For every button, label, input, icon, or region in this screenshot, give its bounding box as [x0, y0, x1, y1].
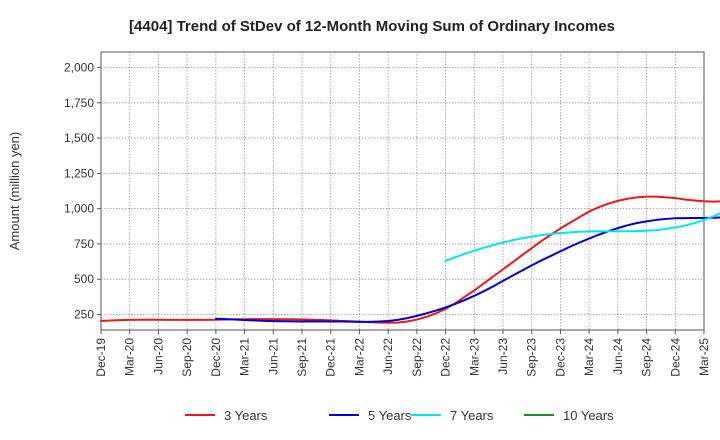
x-tick-label: Sep-23 — [525, 338, 539, 377]
y-tick-label: 750 — [74, 237, 94, 251]
series-lines — [100, 195, 720, 324]
plot-area — [100, 51, 705, 331]
legend-item-3-years: 3 Years — [185, 408, 268, 423]
legend: 3 Years 5 Years 7 Years 10 Years — [185, 408, 614, 423]
y-tick-label: 1,000 — [64, 202, 94, 216]
legend-item-10-years: 10 Years — [524, 408, 614, 423]
x-tick-label: Dec-24 — [668, 338, 682, 377]
y-tick-label: 250 — [74, 307, 94, 321]
legend-label: 10 Years — [563, 408, 614, 423]
x-tick-label: Mar-23 — [467, 338, 481, 376]
x-tick-label: Dec-19 — [94, 338, 108, 377]
legend-item-5-years: 5 Years — [329, 408, 412, 423]
x-tick-label: Sep-22 — [410, 338, 424, 377]
x-tick-label: Mar-22 — [352, 338, 366, 376]
x-tick-label: Jun-22 — [381, 338, 395, 375]
y-tick-label: 1,250 — [64, 166, 94, 180]
legend-item-7-years: 7 Years — [411, 408, 494, 423]
legend-label: 3 Years — [224, 408, 268, 423]
x-tick-label: Dec-21 — [324, 338, 338, 377]
x-tick-label: Mar-25 — [697, 338, 711, 376]
x-tick-label: Sep-24 — [640, 338, 654, 377]
grid — [101, 52, 704, 330]
chart-title: [4404] Trend of StDev of 12-Month Moving… — [129, 18, 615, 35]
x-axis: Dec-19 Mar-20 Jun-20 Sep-20 Dec-20 Mar-21 Jun-… — [94, 330, 711, 377]
y-tick-label: 500 — [74, 272, 94, 286]
y-tick-label: 1,750 — [64, 96, 94, 110]
x-tick-label: Jun-23 — [496, 338, 510, 375]
x-tick-label: Dec-22 — [439, 338, 453, 377]
series-line-5-years — [214, 216, 720, 323]
y-axis-label: Amount (million yen) — [7, 132, 22, 251]
y-axis: 250 500 750 1,000 1,250 1,500 1,750 2,000 — [64, 61, 101, 321]
legend-label: 5 Years — [368, 408, 412, 423]
y-tick-label: 1,500 — [64, 131, 94, 145]
series-line-7-years — [444, 212, 720, 262]
y-tick-label: 2,000 — [64, 61, 94, 75]
x-tick-label: Mar-20 — [123, 338, 137, 376]
x-tick-label: Dec-23 — [553, 338, 567, 377]
x-tick-label: Jun-20 — [151, 338, 165, 375]
x-tick-label: Dec-20 — [209, 338, 223, 377]
x-tick-label: Mar-21 — [238, 338, 252, 376]
x-tick-label: Mar-24 — [582, 338, 596, 376]
x-tick-label: Jun-24 — [611, 338, 625, 375]
legend-label: 7 Years — [450, 408, 494, 423]
x-tick-label: Sep-20 — [180, 338, 194, 377]
x-tick-label: Sep-21 — [295, 338, 309, 377]
x-tick-label: Jun-21 — [266, 338, 280, 375]
